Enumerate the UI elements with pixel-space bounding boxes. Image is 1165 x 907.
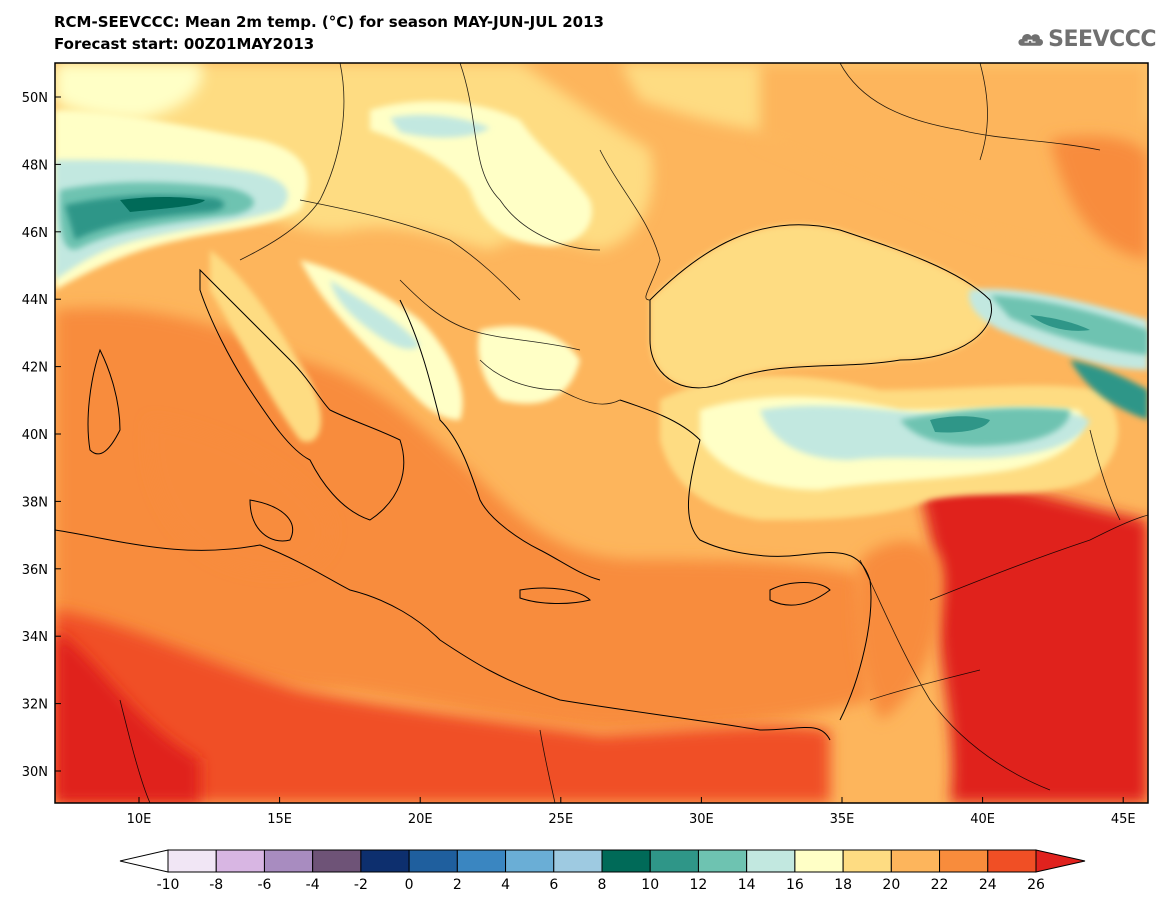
colorbar-label: 20 <box>882 877 900 893</box>
lon-label: 40E <box>970 812 995 827</box>
colorbar-segment <box>697 849 748 873</box>
lon-label: 10E <box>127 812 152 827</box>
colorbar-segment <box>312 849 362 873</box>
coastlines <box>55 224 992 741</box>
lon-label: 35E <box>830 812 855 827</box>
lon-label: 30E <box>689 812 714 827</box>
colorbar-label: 18 <box>834 877 852 893</box>
colorbar-segment <box>842 849 892 873</box>
colorbar-label: 8 <box>598 877 607 893</box>
colorbar-segment <box>890 849 941 873</box>
colorbar-segment <box>746 849 796 873</box>
colorbar-segment <box>456 849 507 873</box>
colorbar-label: 14 <box>738 877 756 893</box>
colorbar-segment <box>987 849 1037 873</box>
colorbar-segment <box>794 849 844 873</box>
colorbar-label: 0 <box>405 877 414 893</box>
forecast-start: Forecast start: 00Z01MAY2013 <box>54 35 315 53</box>
map-frame <box>54 62 1149 804</box>
colorbar-label: -4 <box>306 877 320 893</box>
colorbar: -10 -8 -6 -4 -2 0 2 4 6 8 10 12 14 16 18 20 22 24 26 <box>119 849 1086 893</box>
colorbar-label: 22 <box>931 877 949 893</box>
colorbar-segment <box>408 849 458 873</box>
colorbar-label: -2 <box>354 877 368 893</box>
longitude-axis: 10E 15E 20E 25E 30E 35E 40E 45E <box>127 797 1136 827</box>
colorbar-label: 24 <box>979 877 997 893</box>
lat-label: 46N <box>22 226 48 241</box>
colorbar-label: 10 <box>641 877 659 893</box>
lon-label: 25E <box>548 812 573 827</box>
lat-label: 50N <box>22 91 48 106</box>
lat-label: 40N <box>22 428 48 443</box>
lat-label: 36N <box>22 563 48 578</box>
cloud-icon <box>1018 33 1043 46</box>
lon-label: 15E <box>267 812 292 827</box>
lon-label: 45E <box>1111 812 1136 827</box>
colorbar-segment <box>553 849 603 873</box>
lat-label: 32N <box>22 698 48 713</box>
colorbar-label: -8 <box>209 877 223 893</box>
lat-label: 48N <box>22 158 48 173</box>
colorbar-segment <box>167 849 217 873</box>
colorbar-segment <box>649 849 699 873</box>
colorbar-high-arrow <box>1035 849 1086 873</box>
colorbar-segment <box>263 849 314 873</box>
colorbar-segment <box>505 849 555 873</box>
colorbar-label: 4 <box>501 877 510 893</box>
map-title: RCM-SEEVCCC: Mean 2m temp. (°C) for seas… <box>54 13 604 31</box>
country-borders <box>119 63 1148 803</box>
colorbar-label: 6 <box>549 877 558 893</box>
colorbar-label: -10 <box>157 877 180 893</box>
lat-label: 34N <box>22 630 48 645</box>
lat-label: 44N <box>22 293 48 308</box>
colorbar-label: 12 <box>690 877 708 893</box>
temperature-field <box>55 63 1148 803</box>
logo-text: SEEVCCC <box>1048 26 1156 52</box>
colorbar-segment <box>939 849 989 873</box>
latitude-axis: 50N 48N 46N 44N 42N 40N 38N 36N 34N 32N 30N <box>22 91 61 780</box>
colorbar-segment <box>360 849 410 873</box>
lat-label: 42N <box>22 361 48 376</box>
colorbar-label: 2 <box>453 877 462 893</box>
seevccc-logo: SEEVCCC <box>1016 22 1156 56</box>
colorbar-low-arrow <box>119 849 169 873</box>
lon-label: 20E <box>408 812 433 827</box>
colorbar-label: 26 <box>1027 877 1045 893</box>
lat-label: 30N <box>22 765 48 780</box>
colorbar-label: 16 <box>786 877 804 893</box>
colorbar-segment <box>601 849 651 873</box>
colorbar-segment <box>215 849 265 873</box>
lat-label: 38N <box>22 495 48 510</box>
colorbar-label: -6 <box>257 877 271 893</box>
